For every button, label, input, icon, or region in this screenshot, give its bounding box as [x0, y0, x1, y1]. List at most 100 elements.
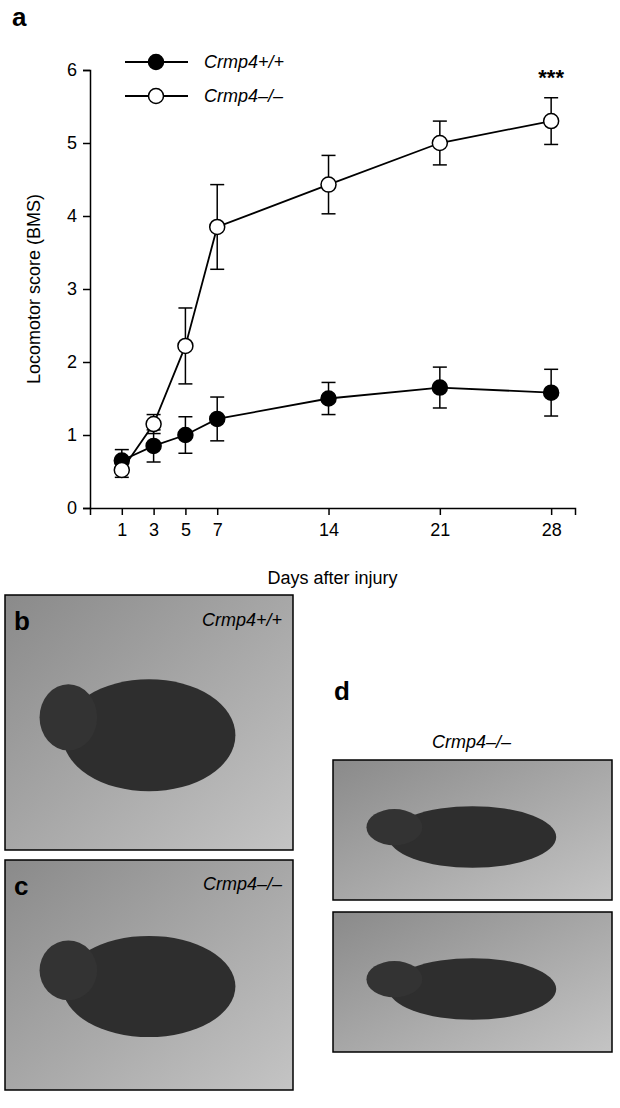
x-tick-label: 7: [213, 520, 223, 540]
legend-item: Crmp4+/+: [125, 52, 284, 72]
y-axis: 0123456: [67, 60, 91, 518]
legend-marker: [149, 55, 164, 70]
data-point: [178, 338, 193, 353]
photo: [333, 760, 612, 900]
error-bar-cap: [433, 164, 447, 166]
x-tick-label: 14: [319, 520, 339, 540]
error-bar-cap: [147, 414, 161, 416]
y-tick: 5: [67, 133, 90, 153]
y-tick-mark: [83, 216, 90, 218]
x-axis-title: Days after injury: [267, 568, 397, 588]
error-bar-cap: [322, 382, 336, 384]
x-axis: 13 5 7 14 21 28: [91, 508, 576, 540]
series-points: [114, 367, 558, 471]
y-tick: 4: [67, 206, 90, 226]
y-tick-mark: [83, 362, 90, 364]
data-point: [321, 391, 336, 406]
photo-caption: Crmp4+/+: [202, 610, 282, 630]
data-point: [544, 114, 559, 129]
annotation: ***: [538, 65, 564, 90]
y-tick: 1: [67, 425, 90, 445]
error-bar-cap: [544, 369, 558, 371]
error-bar: [544, 98, 558, 145]
x-tick-label: 28: [542, 520, 562, 540]
error-bar-cap: [210, 184, 224, 186]
legend-label: Crmp4–/–: [204, 86, 284, 106]
error-bar-cap: [115, 449, 129, 451]
x-tick-mark: [440, 508, 442, 515]
y-tick-mark: [83, 143, 90, 145]
error-bar-cap: [147, 433, 161, 435]
photo: [5, 595, 293, 850]
error-bar: [322, 155, 336, 213]
data-point: [146, 417, 161, 432]
error-bar-cap: [544, 415, 558, 417]
error-bar-cap: [322, 213, 336, 215]
error-bar: [210, 185, 224, 270]
panel-label: d: [334, 676, 350, 706]
y-axis-line: [83, 71, 91, 509]
series-line: [122, 388, 551, 461]
x-tick: 28: [542, 508, 562, 540]
error-bar-cap: [322, 155, 336, 157]
panel-label: b: [14, 606, 30, 636]
photo: [5, 860, 293, 1090]
y-tick-label: 3: [67, 279, 77, 299]
mouse-head: [366, 961, 422, 997]
error-bar-cap: [210, 396, 224, 398]
x-tick: 1: [117, 508, 127, 540]
error-bar-cap: [178, 307, 192, 309]
data-point: [544, 385, 559, 400]
x-tick-mark: [153, 508, 155, 515]
error-bar-cap: [178, 383, 192, 385]
y-tick: 6: [67, 60, 90, 80]
error-bar: [433, 121, 447, 165]
y-tick-mark: [83, 435, 90, 437]
y-tick-mark: [83, 289, 90, 291]
y-tick-mark: [83, 508, 90, 510]
data-point: [432, 136, 447, 151]
error-bar: [210, 397, 224, 441]
x-tick-label: 5: [181, 520, 191, 540]
mouse-head: [40, 941, 98, 1001]
x-tick: 3: [149, 508, 159, 540]
y-tick-label: 4: [67, 206, 77, 226]
x-tick: 21: [430, 508, 450, 540]
error-bar-cap: [147, 461, 161, 463]
error-bar-cap: [544, 97, 558, 99]
x-axis-line: [91, 509, 576, 516]
x-tick: 7: [213, 508, 223, 540]
series-points: [114, 98, 558, 478]
legend-label: Crmp4+/+: [204, 52, 284, 72]
error-bar: [322, 382, 336, 414]
error-bar-cap: [322, 414, 336, 416]
photo-frame: [5, 595, 293, 850]
error-bar: [178, 417, 192, 454]
error-bar: [178, 308, 192, 384]
x-tick-mark: [122, 508, 124, 515]
error-bar-cap: [210, 269, 224, 271]
y-tick-mark: [83, 70, 90, 72]
photo: [333, 912, 612, 1052]
y-tick-label: 6: [67, 60, 77, 80]
x-tick: 14: [319, 508, 339, 540]
y-tick-label: 1: [67, 425, 77, 445]
error-bar: [147, 415, 161, 434]
x-tick-mark: [185, 508, 187, 515]
error-bar: [433, 367, 447, 408]
y-axis-title: Locomotor score (BMS): [24, 194, 44, 384]
data-point: [432, 380, 447, 395]
legend-marker: [149, 89, 164, 104]
photo-caption: Crmp4–/–: [432, 732, 512, 752]
plot-area: [114, 98, 558, 478]
error-bar-cap: [433, 407, 447, 409]
panel-label: a: [12, 2, 27, 32]
error-bar: [115, 463, 129, 478]
error-bar-cap: [178, 453, 192, 455]
data-point: [146, 438, 161, 453]
error-bar-cap: [433, 120, 447, 122]
legend-item: Crmp4–/–: [125, 86, 284, 106]
error-bar-cap: [210, 440, 224, 442]
y-tick: 2: [67, 352, 90, 372]
panel-label: c: [14, 871, 28, 901]
